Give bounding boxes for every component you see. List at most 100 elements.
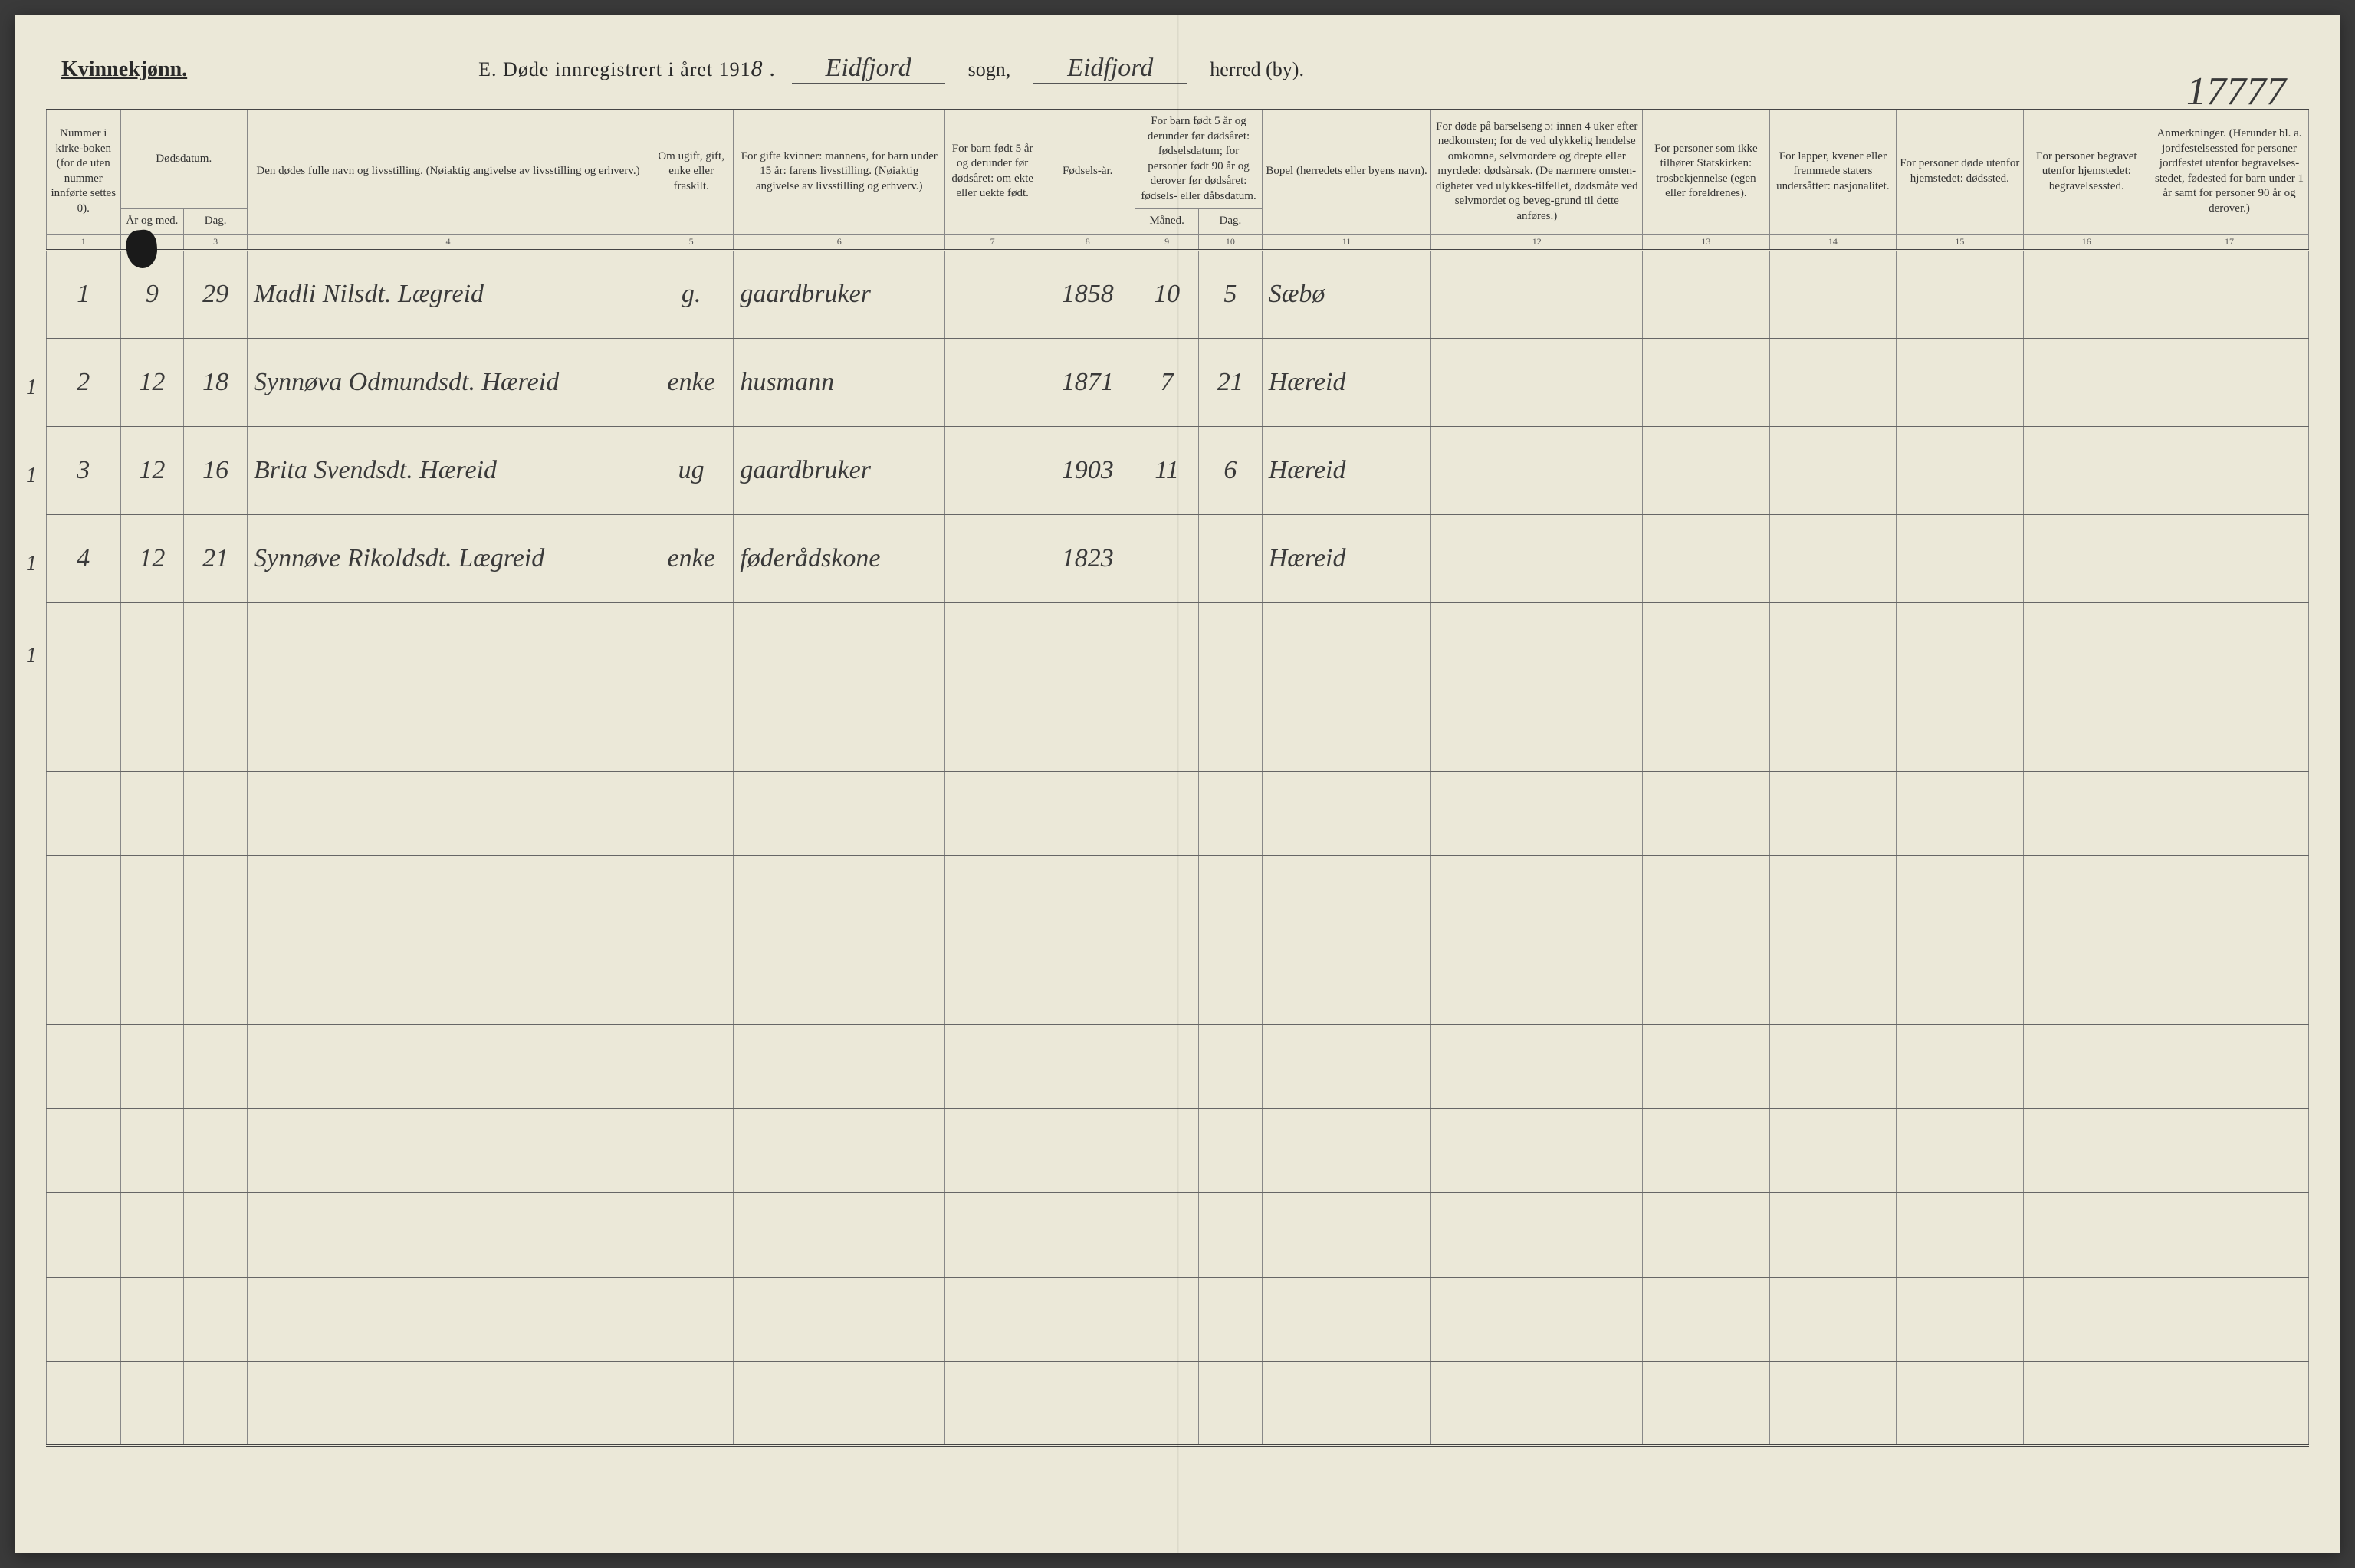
table-cell [945, 771, 1040, 855]
table-cell [1769, 426, 1896, 514]
table-cell [945, 250, 1040, 338]
table-cell [2150, 1361, 2309, 1445]
table-cell [2023, 1108, 2150, 1192]
table-cell [1262, 1192, 1431, 1277]
table-cell [47, 855, 121, 940]
table-cell [1262, 771, 1431, 855]
table-cell [1040, 1192, 1135, 1277]
table-cell: 2 [47, 338, 121, 426]
table-cell [1262, 1108, 1431, 1192]
table-row-empty [47, 687, 2309, 771]
table-cell [2023, 1277, 2150, 1361]
col-15-header: For personer døde utenfor hjemstedet: dø… [1897, 108, 2023, 234]
table-cell [734, 855, 945, 940]
table-cell [1897, 1277, 2023, 1361]
colnum: 16 [2023, 234, 2150, 250]
table-cell [945, 1192, 1040, 1277]
table-cell: 1871 [1040, 338, 1135, 426]
table-cell [247, 1024, 649, 1108]
table-cell [1643, 426, 1769, 514]
col-2b-header: Dag. [184, 209, 248, 235]
table-cell [1199, 855, 1263, 940]
colnum: 10 [1199, 234, 1263, 250]
colnum: 14 [1769, 234, 1896, 250]
table-cell: 21 [184, 514, 248, 602]
table-cell [1897, 855, 2023, 940]
table-cell [1135, 1361, 1199, 1445]
table-cell [1199, 514, 1263, 602]
table-cell [1040, 1277, 1135, 1361]
table-cell [2023, 426, 2150, 514]
table-cell [2150, 1108, 2309, 1192]
table-cell [734, 1108, 945, 1192]
column-number-row: 1 2 3 4 5 6 7 8 9 10 11 12 13 14 15 16 1… [47, 234, 2309, 250]
table-row-empty [47, 1024, 2309, 1108]
table-cell [1135, 771, 1199, 855]
table-cell [47, 602, 121, 687]
table-cell: gaardbruker [734, 426, 945, 514]
table-cell [1643, 250, 1769, 338]
table-cell [47, 687, 121, 771]
table-row-empty [47, 1192, 2309, 1277]
table-cell [247, 940, 649, 1024]
table-cell: Synnøve Rikoldsdt. Lægreid [247, 514, 649, 602]
table-cell [247, 1277, 649, 1361]
table-cell: Hæreid [1262, 338, 1431, 426]
table-cell [1431, 1192, 1643, 1277]
table-cell [1431, 940, 1643, 1024]
table-cell [1897, 1192, 2023, 1277]
table-cell [2023, 1361, 2150, 1445]
table-cell [247, 602, 649, 687]
colnum: 17 [2150, 234, 2309, 250]
col-4-header: Den dødes fulle navn og livsstilling. (N… [247, 108, 649, 234]
table-cell [734, 1361, 945, 1445]
table-cell [47, 771, 121, 855]
table-row: 31216Brita Svendsdt. Hæreiduggaardbruker… [47, 426, 2309, 514]
ledger-table: Nummer i kirke-boken (for de uten nummer… [46, 107, 2309, 1447]
table-cell [1431, 602, 1643, 687]
colnum: 9 [1135, 234, 1199, 250]
col-2-header: Dødsdatum. [120, 108, 247, 209]
colnum: 6 [734, 234, 945, 250]
table-cell [47, 1361, 121, 1445]
table-cell [1643, 1108, 1769, 1192]
table-cell [1897, 687, 2023, 771]
table-cell [1262, 602, 1431, 687]
table-cell [734, 1024, 945, 1108]
table-cell [734, 1192, 945, 1277]
table-cell [2150, 1277, 2309, 1361]
table-cell [1643, 855, 1769, 940]
table-cell: Brita Svendsdt. Hæreid [247, 426, 649, 514]
table-cell [1431, 1024, 1643, 1108]
table-cell [1135, 940, 1199, 1024]
table-cell [1769, 1192, 1896, 1277]
table-cell [734, 602, 945, 687]
herred-value: Eidfjord [1033, 54, 1187, 84]
table-cell: 16 [184, 426, 248, 514]
table-cell [1431, 514, 1643, 602]
herred-label: herred (by). [1210, 58, 1304, 81]
table-cell [1262, 1277, 1431, 1361]
table-cell [945, 855, 1040, 940]
table-cell: 1858 [1040, 250, 1135, 338]
table-cell: 10 [1135, 250, 1199, 338]
table-cell [734, 1277, 945, 1361]
table-cell [649, 1361, 734, 1445]
table-cell [945, 940, 1040, 1024]
table-cell [2150, 338, 2309, 426]
table-cell [1199, 940, 1263, 1024]
table-cell [120, 771, 184, 855]
table-cell: Madli Nilsdt. Lægreid [247, 250, 649, 338]
table-cell [120, 1108, 184, 1192]
ledger-page: Kvinnekjønn. E. Døde innregistrert i åre… [15, 15, 2340, 1553]
table-cell [1769, 1361, 1896, 1445]
table-cell [2023, 514, 2150, 602]
col-14-header: For lapper, kvener eller fremmede stater… [1769, 108, 1896, 234]
col-9b-header: Dag. [1199, 209, 1263, 235]
table-cell [2023, 338, 2150, 426]
col-1-header: Nummer i kirke-boken (for de uten nummer… [47, 108, 121, 234]
table-cell [1199, 1192, 1263, 1277]
table-cell: 4 [47, 514, 121, 602]
table-cell [1040, 771, 1135, 855]
table-cell [1897, 1361, 2023, 1445]
